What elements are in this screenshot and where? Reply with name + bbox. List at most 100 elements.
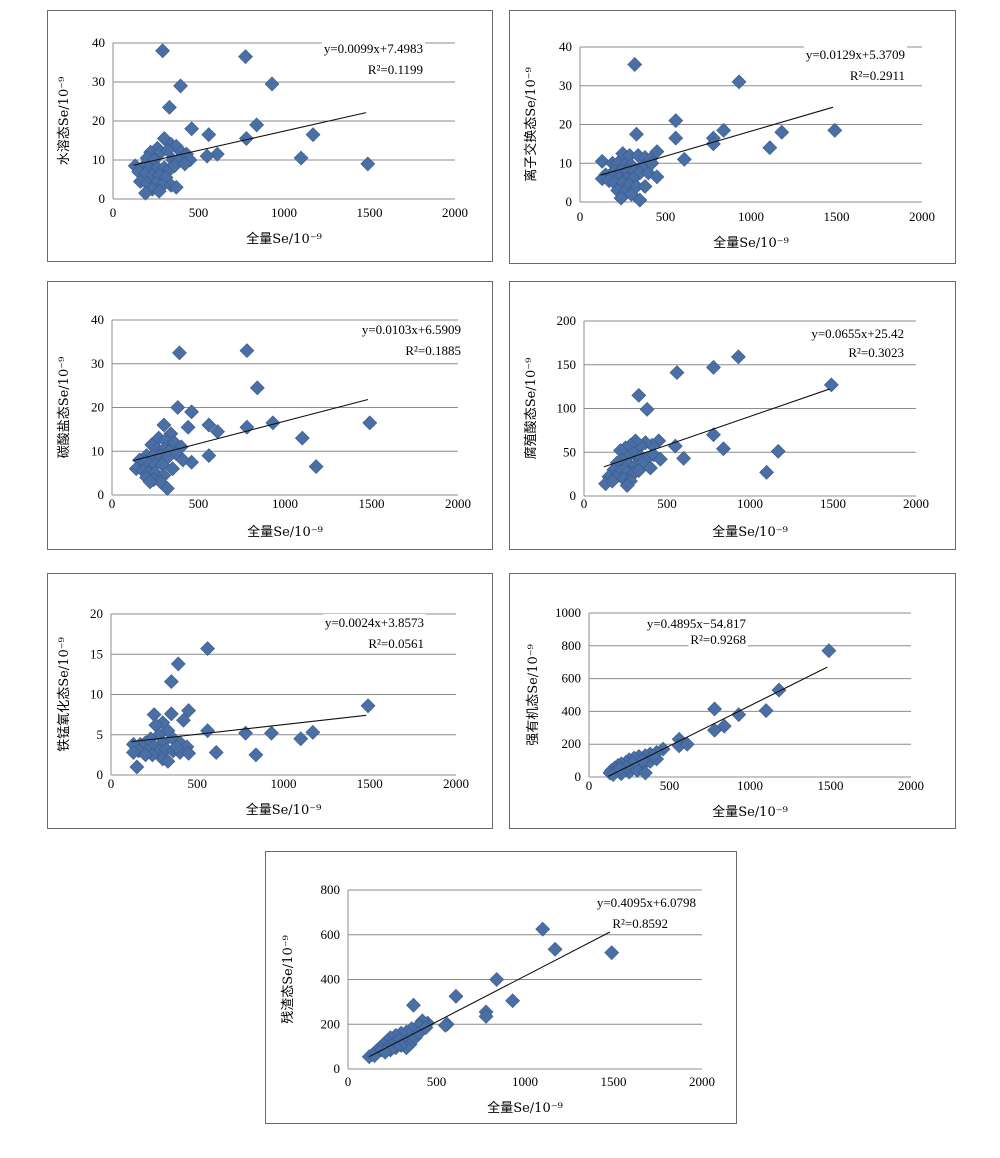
y-tick-label: 30 — [91, 356, 104, 371]
y-tick-label: 1000 — [555, 605, 581, 620]
data-point — [377, 1044, 393, 1060]
scatter-chart: 0 10 20 30 40 0 500 1000 1500 2000 全量Se/10⁻⁹ 碳酸盐态Se… — [57, 312, 471, 540]
r-squared-label: R²=0.1885 — [405, 343, 461, 358]
data-point — [360, 156, 376, 172]
y-tick-label: 600 — [562, 671, 582, 686]
data-point — [201, 417, 217, 433]
annotation-background — [809, 325, 906, 342]
regression-equation: y=0.0655x+25.42 — [811, 326, 904, 341]
data-point — [173, 78, 188, 94]
data-point — [770, 443, 786, 459]
annotation-background — [803, 46, 907, 63]
y-tick-label: 0 — [99, 191, 106, 206]
scatter-chart: 0 200 400 600 800 1000 0 500 1000 1500 2000 全量Se/10… — [526, 605, 924, 820]
data-point — [827, 122, 843, 138]
data-point — [249, 380, 265, 396]
x-tick-label: 2000 — [909, 209, 935, 224]
x-tick-label: 1500 — [357, 776, 383, 791]
data-point — [707, 701, 723, 717]
data-point — [264, 76, 280, 92]
x-tick-label: 1000 — [738, 209, 764, 224]
data-point — [731, 707, 747, 723]
x-axis-label: 全量Se/10⁻⁹ — [246, 231, 322, 247]
y-tick-label: 0 — [566, 194, 573, 209]
data-point — [604, 473, 620, 489]
data-point — [163, 706, 179, 722]
data-point — [505, 993, 521, 1009]
data-point — [184, 404, 200, 420]
y-axis-label: 腐殖酸态Se/10⁻⁹ — [523, 358, 539, 460]
data-point — [759, 464, 775, 480]
y-tick-label: 30 — [92, 74, 105, 89]
x-tick-label: 1000 — [272, 496, 298, 511]
data-point — [730, 349, 746, 365]
x-tick-label: 2000 — [443, 776, 469, 791]
data-point — [151, 183, 167, 199]
data-point — [535, 921, 551, 937]
data-point — [716, 441, 731, 457]
data-point — [200, 723, 216, 739]
data-point — [201, 448, 217, 464]
trend-line — [368, 931, 611, 1058]
data-point — [594, 153, 610, 169]
data-point — [200, 641, 216, 657]
y-tick-label: 5 — [97, 727, 104, 742]
data-point — [305, 127, 321, 143]
data-point — [168, 179, 184, 195]
y-tick-label: 800 — [562, 638, 582, 653]
data-point — [639, 401, 655, 417]
data-point — [170, 656, 186, 672]
x-tick-label: 0 — [345, 1074, 352, 1089]
data-point — [129, 759, 145, 775]
x-tick-label: 500 — [656, 209, 676, 224]
x-axis-label: 全量Se/10⁻⁹ — [712, 804, 788, 820]
data-point — [705, 136, 721, 152]
y-axis-label: 铁锰氧化态Se/10⁻⁹ — [57, 637, 72, 752]
x-tick-label: 500 — [188, 776, 208, 791]
data-point — [155, 43, 171, 59]
annotation-background — [365, 61, 425, 78]
y-axis-label: 碳酸盐态Se/10⁻⁹ — [57, 357, 72, 459]
y-tick-label: 10 — [90, 687, 103, 702]
data-point — [201, 127, 217, 143]
x-tick-label: 1500 — [818, 778, 844, 793]
y-tick-label: 30 — [559, 78, 572, 93]
x-axis-label: 全量Se/10⁻⁹ — [246, 802, 322, 818]
y-tick-label: 10 — [92, 152, 105, 167]
data-point — [293, 731, 309, 747]
x-axis-label: 全量Se/10⁻⁹ — [713, 235, 789, 251]
x-tick-label: 1000 — [271, 776, 297, 791]
x-axis-label: 全量Se/10⁻⁹ — [712, 524, 788, 540]
data-point — [175, 452, 191, 468]
x-tick-label: 0 — [108, 776, 115, 791]
data-point — [676, 450, 692, 466]
annotation-background — [610, 915, 670, 932]
y-tick-label: 200 — [562, 736, 582, 751]
data-point — [209, 146, 225, 162]
r-squared-label: R²=0.2911 — [850, 68, 905, 83]
scatter-chart: 0 200 400 600 800 0 500 1000 1500 2000 全量Se/10⁻⁹ 残渣… — [281, 882, 715, 1116]
data-point — [489, 972, 505, 987]
data-point — [667, 438, 683, 454]
data-point — [362, 415, 378, 431]
scatter-chart: 0 10 20 30 40 0 500 1000 1500 2000 全量Se/10⁻⁹ 离子交换态S… — [523, 39, 935, 251]
annotation-background — [366, 635, 426, 652]
x-tick-label: 0 — [110, 205, 117, 220]
y-tick-label: 200 — [321, 1016, 341, 1031]
data-point — [637, 179, 653, 194]
y-tick-label: 20 — [92, 113, 105, 128]
data-point — [248, 747, 264, 763]
x-tick-label: 1000 — [737, 778, 763, 793]
trend-line — [600, 106, 834, 176]
data-point — [177, 156, 193, 172]
x-tick-label: 0 — [586, 778, 593, 793]
annotation-background — [359, 321, 463, 338]
data-point — [305, 724, 321, 740]
x-tick-label: 500 — [427, 1074, 447, 1089]
y-tick-label: 200 — [557, 313, 577, 328]
x-tick-label: 0 — [577, 209, 584, 224]
x-tick-label: 500 — [189, 496, 209, 511]
annotation-background — [322, 614, 426, 631]
x-tick-label: 1000 — [737, 496, 763, 511]
r-squared-label: R²=0.1199 — [368, 62, 423, 77]
